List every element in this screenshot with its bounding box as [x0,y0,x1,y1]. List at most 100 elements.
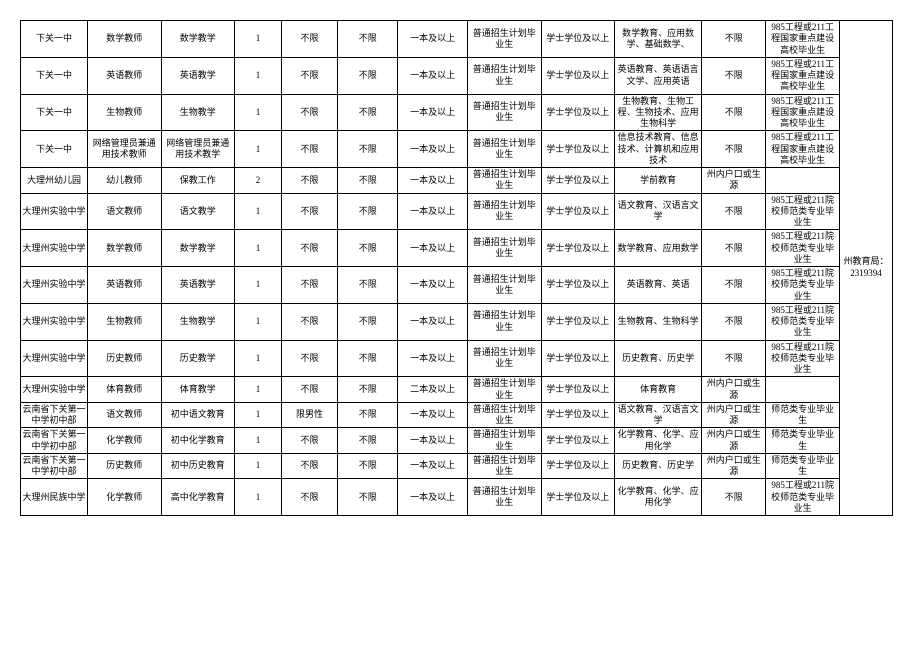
cell: 学士学位及以上 [541,57,615,94]
cell: 学士学位及以上 [541,479,615,516]
cell: 州内户口或生源 [702,377,766,403]
cell: 化学教育、化学、应用化学 [615,479,702,516]
table-row: 大理州幼儿园幼儿教师保教工作2不限不限一本及以上普通招生计划毕业生学士学位及以上… [21,168,840,194]
table-row: 下关一中数学教师数学教学1不限不限一本及以上普通招生计划毕业生学士学位及以上数学… [21,21,840,58]
cell: 下关一中 [21,21,88,58]
cell: 一本及以上 [398,479,468,516]
cell: 不限 [281,94,337,131]
table-row: 大理州实验中学英语教师英语教学1不限不限一本及以上普通招生计划毕业生学士学位及以… [21,267,840,304]
cell: 英语教师 [87,267,161,304]
cell: 一本及以上 [398,94,468,131]
cell: 化学教师 [87,479,161,516]
cell: 2 [235,168,282,194]
cell: 网络管理员兼通用技术教学 [161,131,235,168]
cell: 数学教学 [161,21,235,58]
cell: 语文教育、汉语言文学 [615,193,702,230]
cell: 生物教育、生物工程、生物技术、应用生物科学 [615,94,702,131]
cell: 语文教学 [161,193,235,230]
cell: 生物教学 [161,303,235,340]
cell: 不限 [702,193,766,230]
cell: 信息技术教育、信息技术、计算机和应用技术 [615,131,702,168]
cell: 普通招生计划毕业生 [467,479,541,516]
table-row: 大理州实验中学体育教师体育教学1不限不限二本及以上普通招生计划毕业生学士学位及以… [21,377,840,403]
cell: 学士学位及以上 [541,168,615,194]
cell: 不限 [338,57,398,94]
cell: 数学教育、应用数学、基础数学、 [615,21,702,58]
cell: 1 [235,340,282,377]
recruitment-table: 下关一中数学教师数学教学1不限不限一本及以上普通招生计划毕业生学士学位及以上数学… [20,20,840,516]
cell: 1 [235,377,282,403]
cell: 不限 [281,168,337,194]
cell: 不限 [281,340,337,377]
cell: 不限 [281,303,337,340]
table-row: 下关一中网络管理员兼通用技术教师网络管理员兼通用技术教学1不限不限一本及以上普通… [21,131,840,168]
cell: 不限 [702,131,766,168]
cell: 网络管理员兼通用技术教师 [87,131,161,168]
cell: 学士学位及以上 [541,131,615,168]
cell: 1 [235,428,282,454]
cell: 不限 [702,340,766,377]
cell [766,377,840,403]
cell: 云南省下关第一中学初中部 [21,428,88,454]
cell: 不限 [702,267,766,304]
cell: 不限 [281,267,337,304]
cell: 初中历史教育 [161,453,235,479]
cell: 大理州民族中学 [21,479,88,516]
cell: 师范类专业毕业生 [766,402,840,428]
cell: 云南省下关第一中学初中部 [21,402,88,428]
cell: 数学教师 [87,21,161,58]
cell: 不限 [281,428,337,454]
cell: 1 [235,230,282,267]
cell: 一本及以上 [398,168,468,194]
cell: 1 [235,94,282,131]
cell: 语文教师 [87,402,161,428]
cell: 历史教学 [161,340,235,377]
cell: 985工程或211院校师范类专业毕业生 [766,479,840,516]
cell: 大理州实验中学 [21,303,88,340]
cell: 下关一中 [21,57,88,94]
cell: 大理州实验中学 [21,340,88,377]
cell: 不限 [338,402,398,428]
cell: 普通招生计划毕业生 [467,428,541,454]
cell: 限男性 [281,402,337,428]
cell: 体育教学 [161,377,235,403]
cell: 学士学位及以上 [541,21,615,58]
cell: 985工程或211工程国家重点建设高校毕业生 [766,131,840,168]
cell: 不限 [338,230,398,267]
cell: 英语教师 [87,57,161,94]
cell: 普通招生计划毕业生 [467,168,541,194]
cell: 不限 [338,340,398,377]
cell: 体育教育 [615,377,702,403]
cell: 州内户口或生源 [702,453,766,479]
cell: 985工程或211工程国家重点建设高校毕业生 [766,57,840,94]
cell: 一本及以上 [398,230,468,267]
cell: 州内户口或生源 [702,428,766,454]
cell: 985工程或211院校师范类专业毕业生 [766,340,840,377]
cell: 数学教育、应用数学 [615,230,702,267]
cell: 大理州实验中学 [21,230,88,267]
cell: 普通招生计划毕业生 [467,94,541,131]
cell: 不限 [702,479,766,516]
cell: 不限 [281,230,337,267]
cell: 州内户口或生源 [702,168,766,194]
cell: 历史教育、历史学 [615,453,702,479]
cell: 学士学位及以上 [541,428,615,454]
cell: 1 [235,193,282,230]
cell: 高中化学教育 [161,479,235,516]
cell: 985工程或211工程国家重点建设高校毕业生 [766,21,840,58]
cell: 英语教育、英语 [615,267,702,304]
cell: 不限 [281,479,337,516]
cell: 不限 [702,21,766,58]
cell: 不限 [338,377,398,403]
cell: 不限 [338,267,398,304]
cell: 语文教师 [87,193,161,230]
cell: 985工程或211院校师范类专业毕业生 [766,267,840,304]
cell: 英语教学 [161,267,235,304]
cell: 数学教师 [87,230,161,267]
cell: 学士学位及以上 [541,453,615,479]
cell: 一本及以上 [398,453,468,479]
cell: 普通招生计划毕业生 [467,193,541,230]
cell: 一本及以上 [398,402,468,428]
cell: 不限 [702,57,766,94]
cell: 保教工作 [161,168,235,194]
